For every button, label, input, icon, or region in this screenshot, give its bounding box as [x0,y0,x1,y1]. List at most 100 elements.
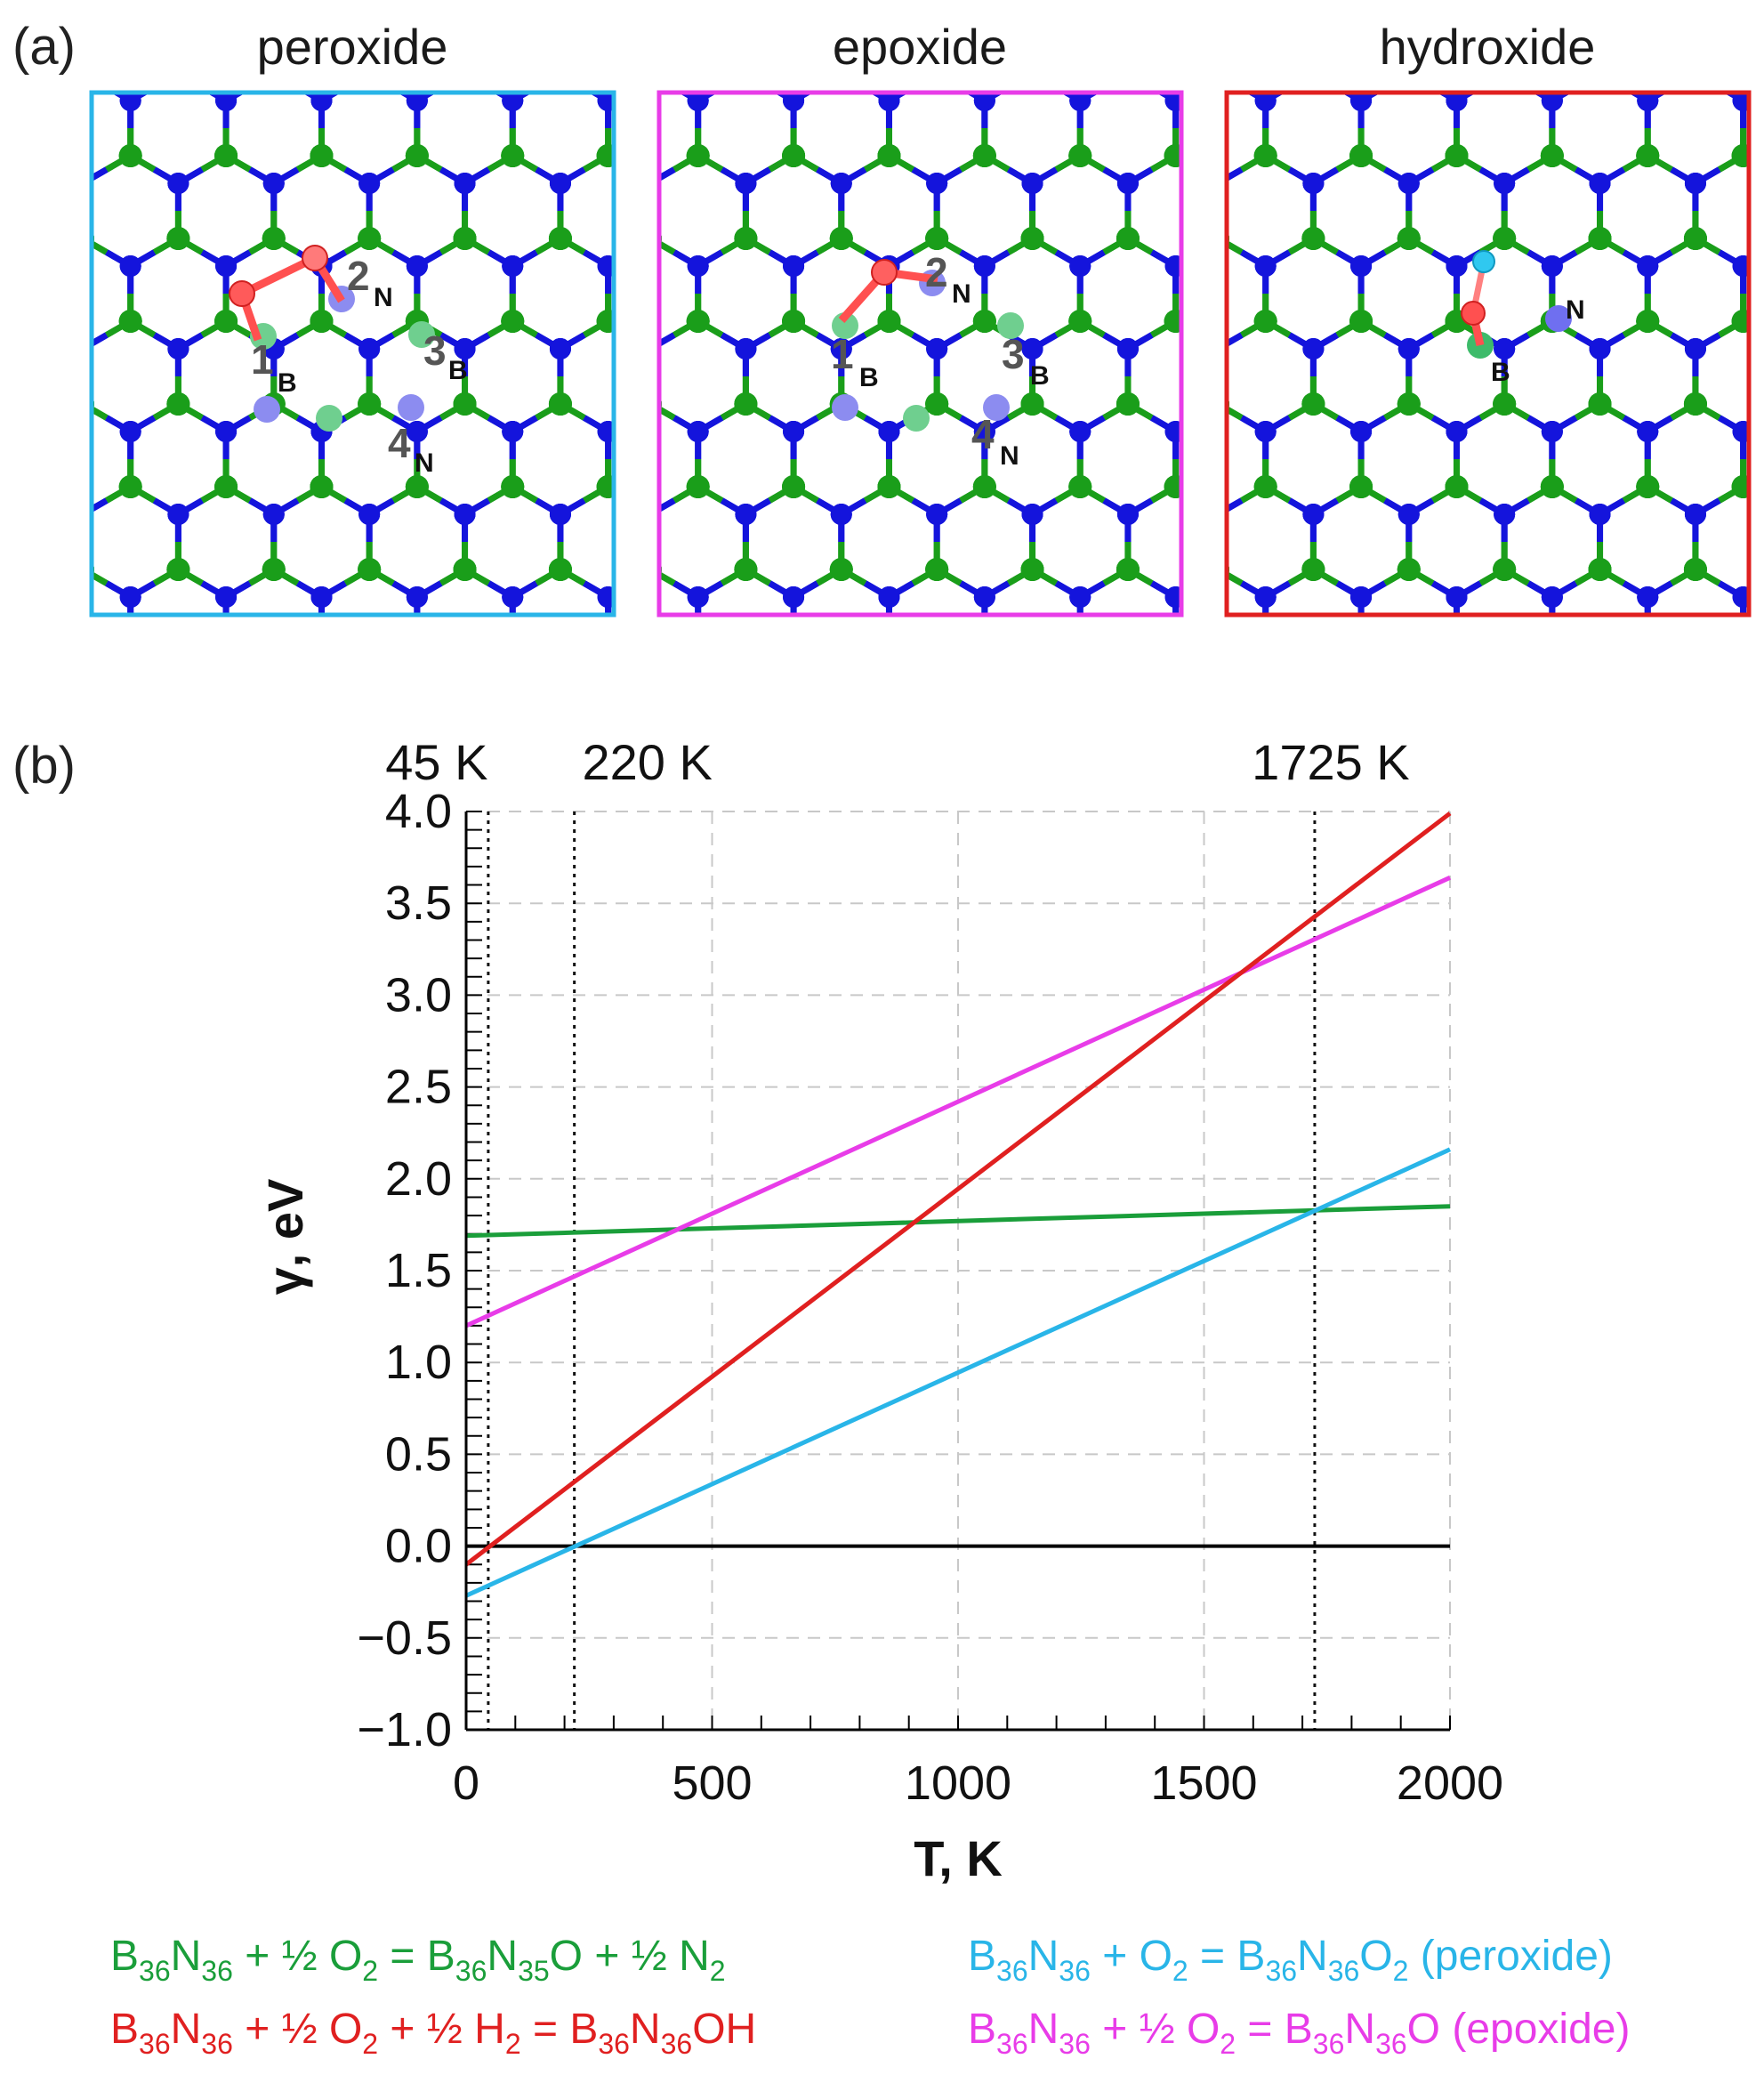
bond [0,170,11,184]
bond [626,335,650,350]
boron-atom [1164,144,1181,167]
bond [1486,4,1510,19]
bond [1361,652,1385,666]
nitrogen-atom [167,504,189,525]
boron-atom [1541,0,1564,2]
boron-atom [310,144,334,167]
nitrogen-atom [262,504,285,525]
bond [937,666,961,681]
boron-atom [1349,144,1373,167]
bond [11,321,35,335]
boron-atom [262,723,286,747]
nitrogen-atom [973,586,995,608]
boron-atom [782,475,806,498]
bond [1671,735,1696,749]
boron-atom [501,475,525,498]
bond [35,87,59,101]
nitrogen-atom [783,586,805,608]
bond [1438,652,1462,666]
bond [155,73,179,87]
bond [0,735,11,749]
bond [226,652,250,666]
bond [752,735,776,749]
boron-atom [1212,61,1235,85]
boron-atom [1021,61,1044,85]
bond [1290,666,1314,681]
boron-atom [454,61,477,85]
bond [842,666,866,681]
bond [202,0,226,4]
bond [536,666,560,681]
bond [752,735,776,749]
nitrogen-atom [973,255,995,277]
bond [11,0,35,4]
nitrogen-atom [878,752,899,773]
bond [818,666,842,681]
bond [1146,749,1170,763]
bond [889,749,913,763]
boron-atom [1260,641,1283,664]
bond [1671,832,1696,846]
bond [1290,832,1314,846]
bond [1438,652,1462,666]
boron-atom [544,61,567,85]
bond [728,735,752,749]
bond [722,666,746,681]
bond [1433,749,1457,763]
boron-atom [23,475,46,498]
nitrogen-atom [1069,255,1091,277]
bond [345,832,369,846]
nitrogen-atom [120,752,141,773]
boron-atom [734,723,757,747]
boron-atom [23,0,46,2]
boron-atom [549,723,572,747]
bond [1576,666,1600,681]
bond [937,832,961,846]
boron-atom [1206,61,1229,85]
bond [1480,832,1504,846]
bond [393,0,417,4]
bond [0,238,11,253]
boron-atom [262,227,286,250]
nitrogen-atom [502,93,524,111]
boron-atom [1116,558,1140,581]
bond [745,735,769,749]
bond [345,666,369,681]
bond [728,666,752,681]
nitrogen-atom [931,669,953,690]
bond [321,0,345,4]
bond [536,73,560,87]
bond [1720,818,1744,832]
nitrogen-atom [119,255,141,277]
bond [674,652,698,666]
bond [823,73,847,87]
nitrogen-atom [406,586,428,608]
boron-atom [639,61,662,85]
bond [1194,238,1218,253]
bond [92,405,109,421]
bond [1009,73,1033,87]
bond [1295,4,1319,19]
bond [536,832,560,846]
bond [92,332,109,348]
bond [937,735,961,749]
boron-atom [1116,723,1140,747]
nitrogen-atom [788,752,810,773]
bond [608,652,632,666]
boron-atom [119,806,142,829]
bond [895,749,919,763]
bond [59,569,83,584]
nitrogen-atom [24,90,45,111]
nitrogen-atom [544,7,566,28]
bond [131,652,155,666]
nitrogen-atom [1022,669,1043,690]
bond [1146,0,1170,4]
boron-atom [405,144,429,167]
boron-atom [734,61,757,85]
bond [847,73,871,87]
bond [1480,666,1504,681]
bond [632,569,656,584]
nitrogen-atom [1022,7,1043,28]
nitrogen-atom [549,504,571,525]
bond [555,73,579,87]
